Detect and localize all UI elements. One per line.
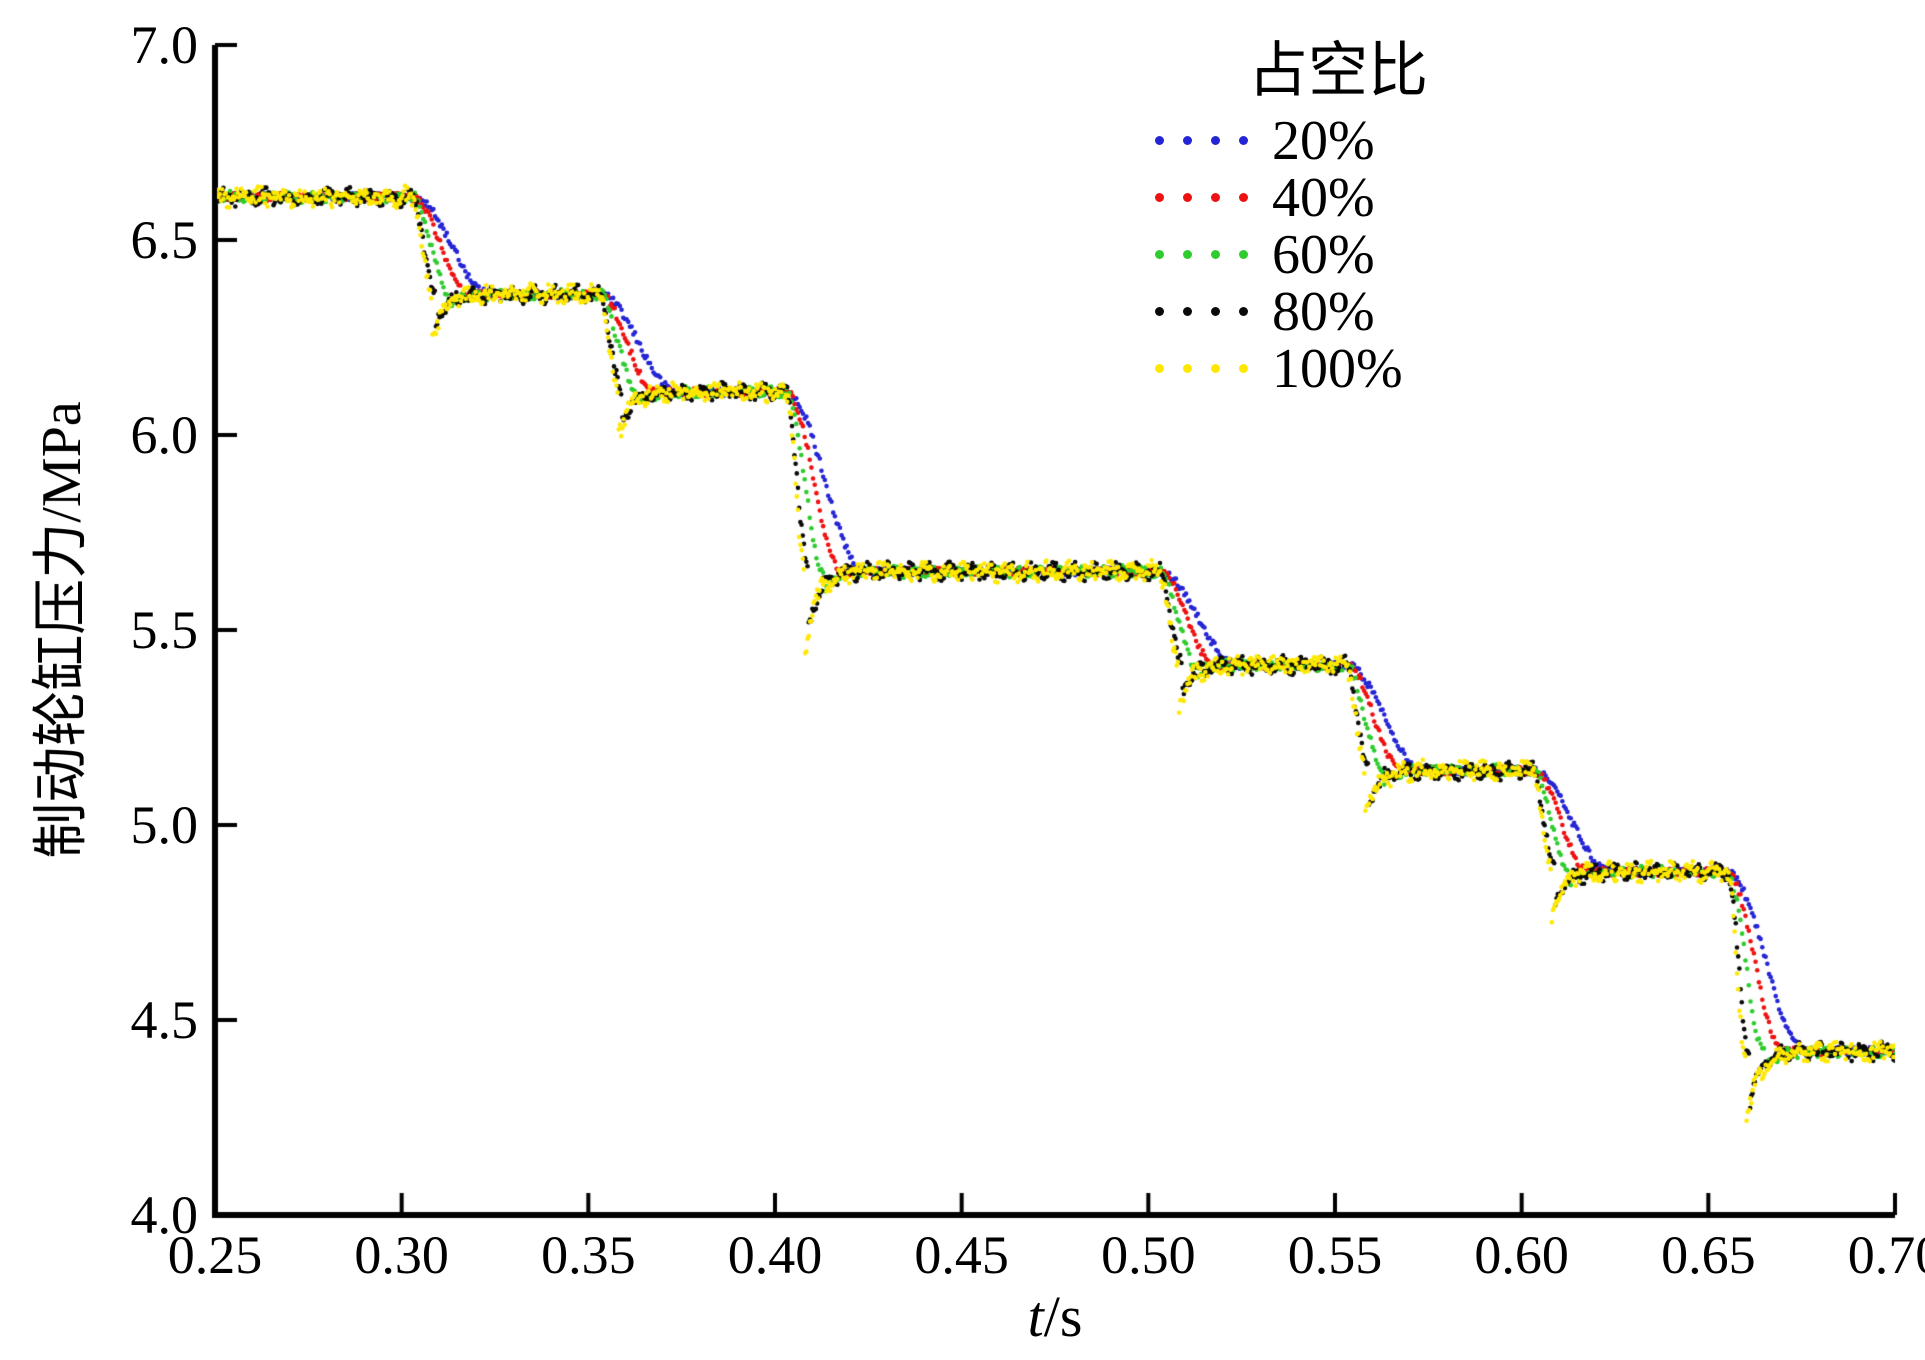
legend-dot [1183, 250, 1192, 259]
legend-swatch-dots [1130, 307, 1248, 316]
x-axis-label-variable: t [1027, 1284, 1044, 1349]
legend-label: 40% [1272, 166, 1375, 229]
y-tick-label: 7.0 [130, 15, 199, 75]
legend-dot [1239, 307, 1248, 316]
legend-swatch-dots [1130, 136, 1248, 145]
x-axis-label-unit: /s [1043, 1284, 1083, 1349]
legend-items: 20% 40% 60% 80% 100% [1130, 112, 1428, 397]
x-tick-label: 0.45 [914, 1225, 1009, 1285]
legend-swatch-dots [1130, 193, 1248, 202]
legend-label: 20% [1272, 109, 1375, 172]
x-tick-label: 0.40 [727, 1225, 823, 1285]
x-tick-label: 0.25 [167, 1225, 263, 1285]
legend-item-20%: 20% [1130, 112, 1428, 169]
legend-dot [1183, 307, 1192, 316]
y-tick-label: 6.0 [130, 405, 199, 465]
y-tick-label: 4.0 [130, 1185, 199, 1245]
y-tick-label: 5.5 [130, 600, 199, 660]
x-axis-label: t/s [1028, 1288, 1083, 1346]
legend-dot [1211, 307, 1220, 316]
legend-dot [1211, 364, 1220, 373]
legend-title: 占空比 [1248, 38, 1428, 104]
legend-label: 80% [1272, 280, 1375, 343]
legend-label: 60% [1272, 223, 1375, 286]
y-axis-label: 制动轮缸压力/MPa [31, 401, 93, 859]
x-tick-label: 0.60 [1474, 1225, 1569, 1285]
legend-item-60%: 60% [1130, 226, 1428, 283]
legend-item-80%: 80% [1130, 283, 1428, 340]
y-tick-label: 4.5 [130, 990, 199, 1050]
x-tick-label: 0.65 [1661, 1225, 1756, 1285]
legend: 占空比 20% 40% 60% 80% 100% [1130, 38, 1428, 397]
legend-dot [1155, 193, 1164, 202]
x-tick-label: 0.30 [354, 1225, 449, 1285]
y-tick-label: 5.0 [130, 795, 199, 855]
legend-item-40%: 40% [1130, 169, 1428, 226]
legend-dot [1211, 193, 1220, 202]
legend-dot [1211, 136, 1220, 145]
legend-dot [1155, 250, 1164, 259]
legend-swatch-dots [1130, 250, 1248, 259]
x-tick-label: 0.35 [541, 1225, 636, 1285]
legend-dot [1239, 193, 1248, 202]
legend-dot [1239, 136, 1248, 145]
x-tick-label: 0.50 [1101, 1225, 1196, 1285]
y-tick-label: 6.5 [130, 210, 199, 270]
x-tick-label: 0.55 [1287, 1225, 1383, 1285]
legend-dot [1183, 364, 1192, 373]
legend-dot [1239, 364, 1248, 373]
legend-dot [1155, 364, 1164, 373]
legend-swatch-dots [1130, 364, 1248, 373]
legend-dot [1183, 136, 1192, 145]
legend-dot [1155, 136, 1164, 145]
legend-dot [1183, 193, 1192, 202]
legend-dot [1239, 250, 1248, 259]
x-tick-label: 0.70 [1847, 1225, 1925, 1285]
legend-dot [1155, 307, 1164, 316]
legend-dot [1211, 250, 1220, 259]
legend-item-100%: 100% [1130, 340, 1428, 397]
legend-label: 100% [1272, 337, 1403, 400]
